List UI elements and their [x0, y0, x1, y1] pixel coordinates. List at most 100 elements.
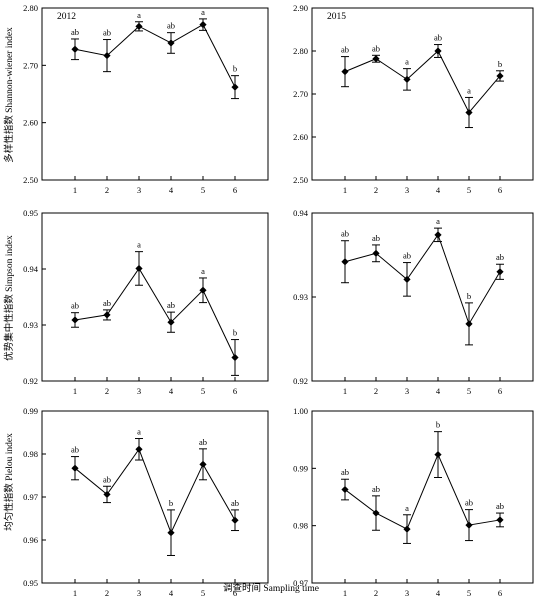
x-tick-label: 2 [105, 185, 109, 195]
significance-label: ab [231, 498, 239, 508]
data-point [496, 268, 504, 276]
data-point [372, 249, 380, 257]
data-point [434, 231, 442, 239]
plot-frame [41, 7, 269, 181]
data-point [341, 258, 349, 266]
data-point [231, 353, 239, 362]
series-line [74, 448, 236, 534]
x-tick-label: 5 [201, 386, 205, 396]
y-tick-label: 0.97 [293, 578, 308, 588]
x-tick-label: 6 [498, 588, 502, 598]
y-axis-title-pielou: 均匀性指数 Pielou index [3, 433, 15, 531]
y-axis-title-simpson: 优势集中性指数 Simpson index [3, 235, 15, 361]
significance-label: b [436, 420, 440, 430]
data-point [231, 516, 239, 524]
x-tick-label: 3 [405, 386, 409, 396]
significance-label: b [233, 64, 237, 74]
significance-label: ab [71, 301, 79, 311]
y-tick-label: 2.90 [293, 3, 308, 13]
y-tick-label: 0.95 [23, 208, 38, 218]
data-point [434, 450, 442, 459]
x-axis-title: 调查时间 Sampling time [223, 582, 319, 594]
y-tick-label: 0.98 [23, 449, 38, 459]
x-tick-label: 1 [343, 386, 347, 396]
y-tick-label: 0.93 [293, 292, 308, 302]
data-point [465, 108, 473, 117]
x-tick-label: 2 [105, 386, 109, 396]
significance-label: ab [71, 27, 79, 37]
data-point [496, 72, 504, 80]
significance-label: b [169, 498, 173, 508]
x-tick-label: 2 [374, 185, 378, 195]
significance-label: ab [372, 233, 380, 243]
data-point [496, 516, 504, 524]
x-tick-label: 2 [105, 588, 109, 598]
significance-label: a [467, 85, 471, 95]
y-tick-label: 0.93 [23, 320, 38, 330]
x-tick-label: 4 [436, 588, 441, 598]
significance-label: a [405, 57, 409, 67]
data-point [341, 68, 349, 76]
data-point [135, 22, 143, 30]
y-tick-label: 0.92 [23, 376, 38, 386]
y-tick-label: 2.50 [23, 175, 38, 185]
significance-label: ab [167, 21, 175, 31]
series-line [74, 23, 236, 88]
significance-label: ab [199, 437, 207, 447]
x-tick-label: 1 [343, 588, 347, 598]
significance-label: ab [103, 298, 111, 308]
x-tick-label: 6 [233, 185, 237, 195]
x-tick-label: 5 [467, 588, 471, 598]
data-point [199, 21, 207, 29]
data-point [167, 318, 175, 326]
significance-label: a [137, 427, 141, 437]
significance-label: ab [372, 484, 380, 494]
data-point [103, 311, 111, 319]
data-point [403, 275, 411, 283]
data-point [71, 464, 79, 472]
data-point [465, 320, 473, 328]
x-tick-label: 6 [233, 386, 237, 396]
data-point [403, 75, 411, 83]
y-tick-label: 2.80 [293, 46, 308, 56]
significance-label: a [201, 7, 205, 17]
significance-label: b [498, 59, 502, 69]
y-axis-title-shannon: 多样性指数 Shannon-wiener index [3, 27, 15, 163]
y-tick-label: 2.70 [293, 89, 308, 99]
x-tick-label: 6 [498, 386, 502, 396]
data-point [167, 39, 175, 47]
y-tick-label: 2.50 [293, 175, 308, 185]
y-tick-label: 0.98 [293, 521, 308, 531]
significance-label: ab [167, 300, 175, 310]
significance-label: a [137, 240, 141, 250]
significance-label: ab [341, 467, 349, 477]
significance-label: a [201, 266, 205, 276]
y-tick-label: 0.94 [23, 264, 39, 274]
significance-label: ab [103, 28, 111, 38]
data-point [231, 83, 239, 91]
y-tick-label: 0.96 [23, 535, 38, 545]
x-tick-label: 3 [405, 588, 409, 598]
x-tick-label: 3 [137, 185, 141, 195]
x-tick-label: 3 [405, 185, 409, 195]
x-tick-label: 3 [137, 386, 141, 396]
x-tick-label: 6 [498, 185, 502, 195]
y-tick-label: 0.99 [293, 463, 308, 473]
significance-label: a [137, 10, 141, 20]
x-tick-label: 1 [73, 386, 77, 396]
series-line [74, 267, 236, 358]
x-tick-label: 2 [374, 588, 378, 598]
data-point [167, 529, 175, 537]
series-line [344, 50, 501, 114]
data-point [465, 521, 473, 529]
year-label: 2012 [57, 12, 76, 22]
data-point [372, 55, 380, 63]
significance-label: ab [403, 251, 411, 261]
data-point [434, 47, 442, 55]
